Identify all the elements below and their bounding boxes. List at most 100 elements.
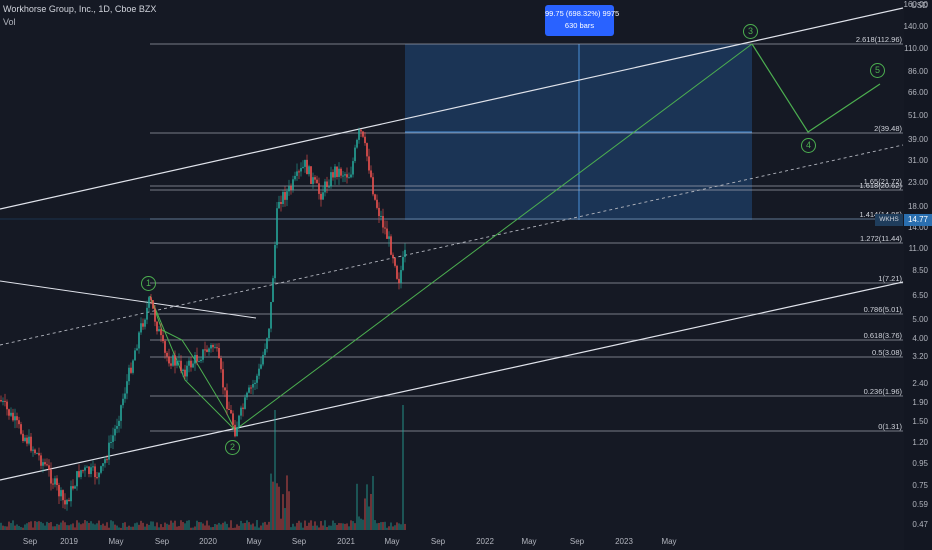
volume-bar	[128, 525, 130, 530]
measure-tooltip: 99.75 (698.32%) 9975 630 bars	[545, 5, 619, 36]
volume-bar	[276, 483, 278, 530]
candle-body	[404, 249, 406, 258]
candle-body	[224, 387, 226, 391]
volume-bar	[284, 508, 286, 530]
candle-body	[34, 449, 36, 454]
price-axis-tick: 31.00	[907, 156, 928, 165]
volume-bar	[250, 524, 252, 530]
candle-body	[132, 360, 134, 373]
volume-bar	[390, 522, 392, 530]
wave-label-4[interactable]: 4	[801, 138, 816, 153]
volume-bar	[134, 523, 136, 530]
wave-label-5[interactable]: 5	[870, 63, 885, 78]
volume-bar	[340, 523, 342, 530]
fib-level-label: 0.618(3.76)	[863, 331, 902, 340]
volume-bar	[274, 410, 276, 530]
candle-body	[352, 161, 354, 175]
candle-body	[24, 437, 26, 441]
candle-body	[4, 400, 6, 402]
volume-bar	[78, 522, 80, 530]
volume-bar	[86, 521, 88, 530]
volume-bar	[342, 523, 344, 530]
volume-bar	[288, 491, 290, 530]
candle-body	[126, 381, 128, 394]
wave-label-3[interactable]: 3	[743, 24, 758, 39]
candle-body	[44, 462, 46, 465]
volume-bar	[12, 520, 14, 530]
candle-body	[14, 416, 16, 421]
candle-body	[228, 408, 230, 410]
volume-bar	[14, 525, 16, 530]
price-axis-tick: 160.00	[903, 0, 928, 9]
candle-body	[230, 409, 232, 414]
volume-bar	[186, 520, 188, 530]
volume-bar	[56, 523, 58, 530]
chart-title: Workhorse Group, Inc., 1D, Cboe BZX	[3, 4, 157, 14]
volume-bar	[294, 526, 296, 530]
volume-bar	[404, 523, 406, 530]
time-axis-tick: May	[661, 537, 677, 546]
candle-body	[148, 297, 150, 308]
volume-bar	[380, 522, 382, 530]
candle-body	[140, 323, 142, 333]
price-axis-tick: 0.95	[912, 459, 928, 468]
volume-bar	[152, 521, 154, 530]
volume-bar	[70, 524, 72, 530]
candle-body	[338, 168, 340, 177]
volume-bar	[206, 520, 208, 530]
volume-bar	[146, 523, 148, 530]
volume-bar	[212, 527, 214, 530]
volume-bar	[326, 526, 328, 530]
volume-bar	[280, 518, 282, 530]
wave-label-1[interactable]: 1	[141, 276, 156, 291]
candle-body	[366, 143, 368, 157]
volume-bar	[198, 522, 200, 530]
candle-body	[8, 409, 10, 416]
volume-bar	[158, 527, 160, 530]
volume-bar	[210, 527, 212, 530]
volume-bar	[334, 522, 336, 530]
volume-bar	[176, 526, 178, 530]
wave-label-2[interactable]: 2	[225, 440, 240, 455]
volume-bar	[126, 526, 128, 530]
volume-bar	[306, 525, 308, 530]
candle-body	[208, 348, 210, 352]
fib-level-label: 2(39.48)	[874, 124, 902, 133]
candle-body	[32, 449, 34, 451]
volume-bar	[36, 521, 38, 530]
volume-bar	[20, 527, 22, 530]
volume-bar	[366, 484, 368, 530]
candle-body	[52, 483, 54, 485]
price-axis[interactable]: USD	[904, 0, 932, 550]
volume-bar	[226, 523, 228, 530]
volume-bar	[372, 476, 374, 530]
price-axis-tick: 66.00	[907, 88, 928, 97]
volume-bar	[92, 523, 94, 530]
price-axis-tick: 8.50	[912, 266, 928, 275]
volume-bar	[246, 520, 248, 530]
volume-bar	[264, 521, 266, 530]
candle-body	[178, 360, 180, 362]
volume-bar	[62, 520, 64, 530]
volume-bar	[96, 523, 98, 530]
candle-body	[360, 129, 362, 132]
candle-body	[204, 349, 206, 351]
candle-body	[6, 401, 8, 410]
volume-bar	[208, 525, 210, 530]
wave-leg-1-2	[149, 295, 236, 431]
candle-body	[350, 174, 352, 178]
volume-bar	[138, 524, 140, 530]
candle-body	[194, 354, 196, 364]
candle-body	[276, 208, 278, 245]
volume-bar	[332, 520, 334, 530]
fib-level-label: 1.618(20.62)	[859, 181, 902, 190]
volume-bar	[104, 525, 106, 530]
volume-bar	[300, 522, 302, 530]
candle-body	[244, 397, 246, 409]
candle-body	[378, 207, 380, 217]
candle-body	[188, 360, 190, 366]
candle-body	[160, 329, 162, 336]
candle-body	[122, 398, 124, 406]
